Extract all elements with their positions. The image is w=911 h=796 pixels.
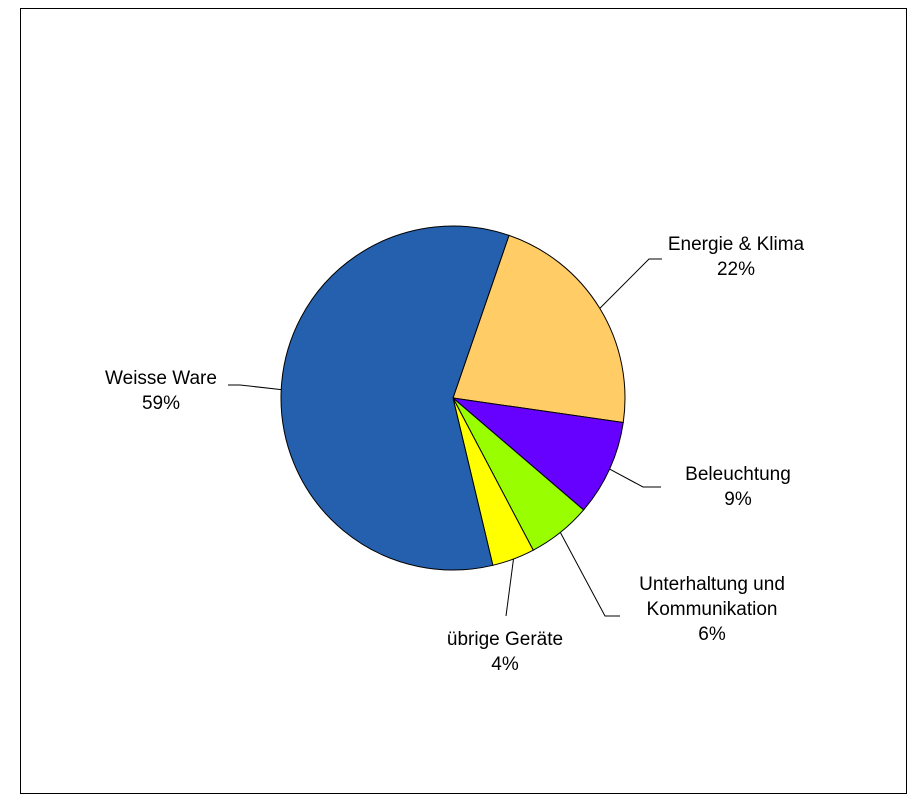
leader-lines xyxy=(228,258,662,617)
slice-percent-energie-klima: 22% xyxy=(717,259,755,280)
slice-labels: Energie & Klima 22% Beleuchtung 9% Unterhalt… xyxy=(105,234,805,675)
slice-percent-übrige-geräte: 4% xyxy=(491,654,519,675)
leader-line-energie-klima xyxy=(599,258,662,309)
leader-line-unterhaltung-und-kommunikation xyxy=(559,532,620,617)
slice-percent-unterhaltung-und-kommunikation: 6% xyxy=(698,624,726,645)
slice-percent-weisse-ware: 59% xyxy=(142,393,180,414)
leader-line-weisse-ware xyxy=(228,384,282,391)
leader-line-beleuchtung xyxy=(609,468,661,488)
slice-label-unterhaltung-und-kommunikation: Unterhaltung und Kommunikation 6% xyxy=(639,574,785,645)
pie-slice-beleuchtung xyxy=(451,397,624,511)
pie-slices xyxy=(280,225,626,571)
slice-label-beleuchtung: Beleuchtung 9% xyxy=(685,464,791,510)
leader-line-übrige-geräte xyxy=(505,558,514,617)
slice-label-energie-klima: Energie & Klima 22% xyxy=(668,234,805,280)
slice-label-übrige-geräte: übrige Geräte 4% xyxy=(447,629,563,675)
slice-label-weisse-ware: Weisse Ware 59% xyxy=(105,368,217,414)
slice-percent-beleuchtung: 9% xyxy=(724,489,752,510)
pie-slice-weisse-ware xyxy=(280,225,510,571)
